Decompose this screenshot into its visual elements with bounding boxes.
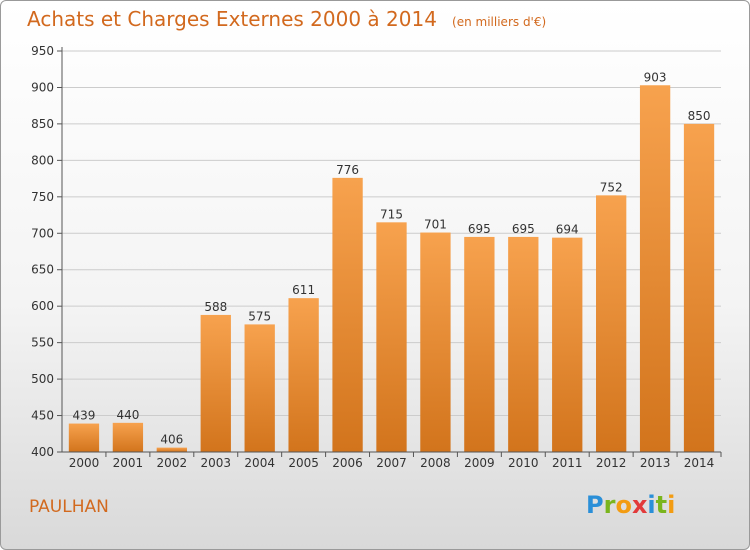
axes (57, 47, 722, 457)
x-tick-label: 2002 (157, 456, 188, 470)
bar-2014 (683, 123, 715, 452)
labels: 400 450 500 550 600 650 700 750 800 850 900 950 439 2… (31, 44, 714, 470)
x-tick-label: 2012 (596, 456, 627, 470)
bar-2000 (68, 423, 100, 452)
bar-value-label: 850 (688, 109, 711, 123)
y-tick-label: 500 (31, 372, 54, 386)
logo-letter: P (586, 491, 604, 519)
x-tick-label: 2006 (332, 456, 363, 470)
bar-value-label: 694 (556, 223, 579, 237)
chart-title-unit: (en milliers d'€) (452, 15, 547, 29)
logo-letter: o (615, 491, 632, 519)
bar-value-label: 701 (424, 218, 447, 232)
bar-2002 (156, 447, 187, 452)
logo-letter: x (631, 491, 648, 519)
bar-value-label: 903 (644, 70, 667, 84)
bar-2004 (244, 324, 275, 452)
x-tick-label: 2008 (420, 456, 451, 470)
bar-2013 (639, 85, 671, 452)
logo-letter: r (603, 491, 616, 519)
y-tick-label: 450 (31, 409, 54, 423)
bar-value-label: 588 (204, 300, 227, 314)
bar-2007 (376, 222, 407, 452)
y-tick-label: 600 (31, 299, 54, 313)
bar-2008 (420, 232, 451, 452)
bars (68, 85, 715, 453)
bar-2011 (552, 237, 583, 452)
y-tick-label: 650 (31, 263, 54, 277)
logo-letter: t (655, 491, 668, 519)
x-tick-label: 2011 (552, 456, 583, 470)
x-tick-label: 2010 (508, 456, 539, 470)
x-tick-label: 2014 (684, 456, 715, 470)
y-tick-label: 400 (31, 445, 54, 459)
x-tick-label: 2004 (244, 456, 275, 470)
logo-letter: i (667, 491, 676, 519)
bar-value-label: 776 (336, 163, 359, 177)
x-tick-label: 2007 (376, 456, 407, 470)
bar-2005 (288, 298, 319, 452)
logo-letter: i (647, 491, 656, 519)
x-tick-label: 2009 (464, 456, 495, 470)
chart-title: Achats et Charges Externes 2000 à 2014 (… (27, 7, 546, 31)
y-tick-label: 550 (31, 336, 54, 350)
x-tick-label: 2001 (113, 456, 144, 470)
bar-value-label: 752 (600, 180, 623, 194)
proxiti-logo: Proxiti (586, 491, 675, 519)
bar-2010 (508, 236, 539, 452)
x-tick-label: 2013 (640, 456, 671, 470)
bar-value-label: 611 (292, 283, 315, 297)
x-tick-label: 2000 (69, 456, 100, 470)
bar-2009 (464, 236, 495, 452)
bar-2012 (596, 195, 627, 453)
bar-value-label: 695 (512, 222, 535, 236)
bar-value-label: 406 (160, 433, 183, 447)
y-tick-label: 700 (31, 226, 54, 240)
y-tick-label: 850 (31, 117, 54, 131)
x-tick-label: 2005 (288, 456, 319, 470)
x-tick-label: 2003 (200, 456, 231, 470)
y-tick-label: 950 (31, 44, 54, 58)
bar-value-label: 440 (116, 408, 139, 422)
bar-value-label: 575 (248, 309, 271, 323)
bar-value-label: 715 (380, 207, 403, 221)
y-tick-label: 750 (31, 190, 54, 204)
bar-2006 (332, 177, 363, 452)
bar-value-label: 439 (73, 409, 96, 423)
y-tick-label: 900 (31, 80, 54, 94)
chart-title-main: Achats et Charges Externes 2000 à 2014 (27, 7, 437, 31)
commune-name: PAULHAN (29, 497, 109, 517)
bar-2001 (112, 422, 144, 452)
y-tick-label: 800 (31, 153, 54, 167)
bar-2003 (200, 314, 231, 452)
bar-value-label: 695 (468, 222, 491, 236)
